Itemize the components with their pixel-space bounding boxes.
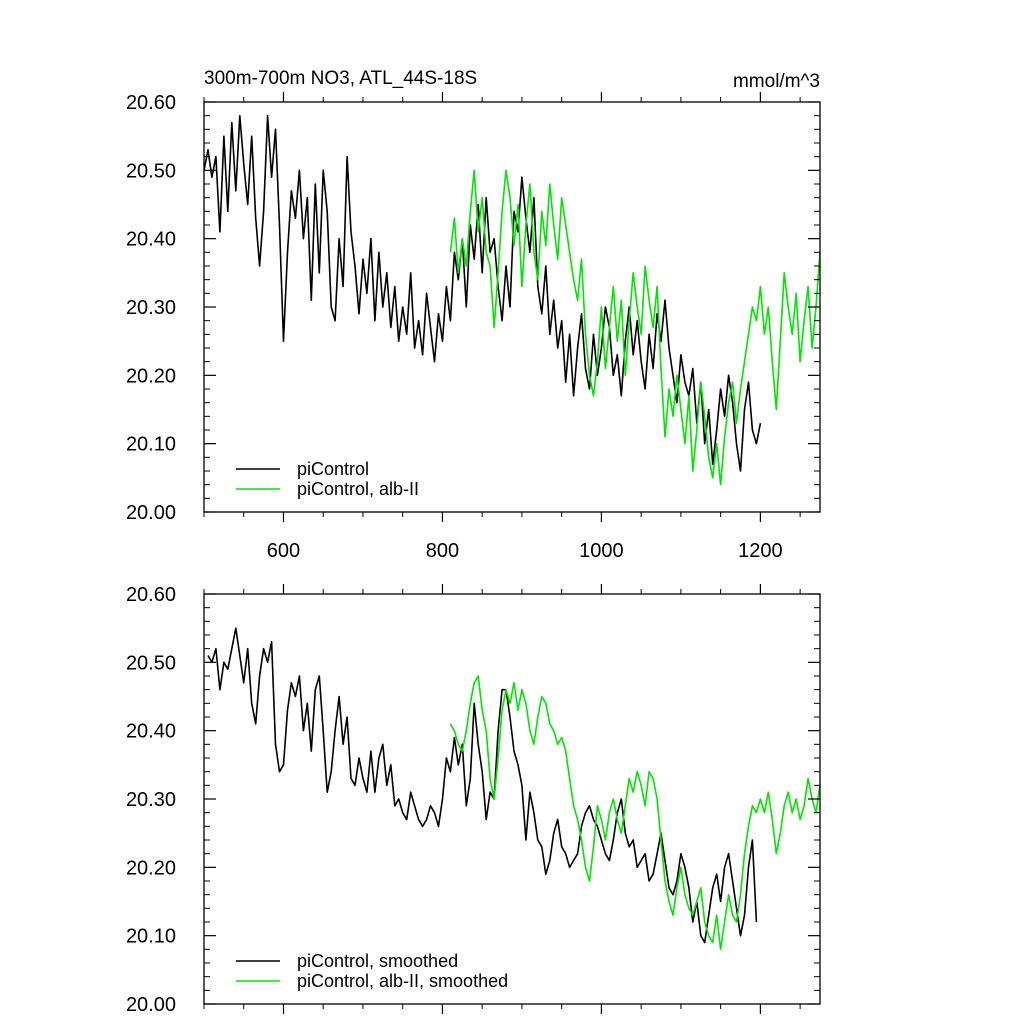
legend-label: piControl, smoothed [297,951,458,971]
legend-label: piControl, alb-II [297,479,419,499]
y-tick-label: 20.50 [126,160,176,182]
y-tick-label: 20.00 [126,994,176,1016]
plot-frame [203,593,821,1005]
y-tick-label: 20.60 [126,584,176,606]
top-panel: 20.00 20.10 20.20 20.30 20.40 20.50 20.60 600 80… [126,92,821,562]
x-tick-label: 1000 [579,540,624,562]
legend-label: piControl [297,459,369,479]
chart-title: 300m-700m NO3, ATL_44S-18S [204,68,477,89]
x-tick-label: 1200 [738,540,783,562]
y-tick-label: 20.40 [126,721,176,743]
y-tick-label: 20.60 [126,92,176,114]
y-tick-label: 20.20 [126,365,176,387]
series-line-picontrol [207,627,758,944]
series-line-picontrol-alb-ii [449,169,821,486]
series-line-picontrol [203,114,762,472]
legend-label: piControl, alb-II, smoothed [297,971,508,991]
y-tick-label: 20.40 [126,229,176,251]
y-tick-label: 20.30 [126,789,176,811]
units-label: mmol/m^3 [733,71,820,92]
plot-frame [203,101,821,513]
x-tick-label: 600 [267,540,300,562]
y-tick-label: 20.10 [126,926,176,948]
x-tick-label: 800 [426,540,459,562]
y-tick-label: 20.20 [126,857,176,879]
y-tick-label: 20.50 [126,652,176,674]
bottom-panel: 20.00 20.10 20.20 20.30 20.40 20.50 20.60 piCon… [126,584,821,1016]
y-tick-label: 20.30 [126,297,176,319]
y-tick-label: 20.00 [126,502,176,524]
series-line-picontrol-alb-ii [449,675,821,951]
y-tick-label: 20.10 [126,434,176,456]
